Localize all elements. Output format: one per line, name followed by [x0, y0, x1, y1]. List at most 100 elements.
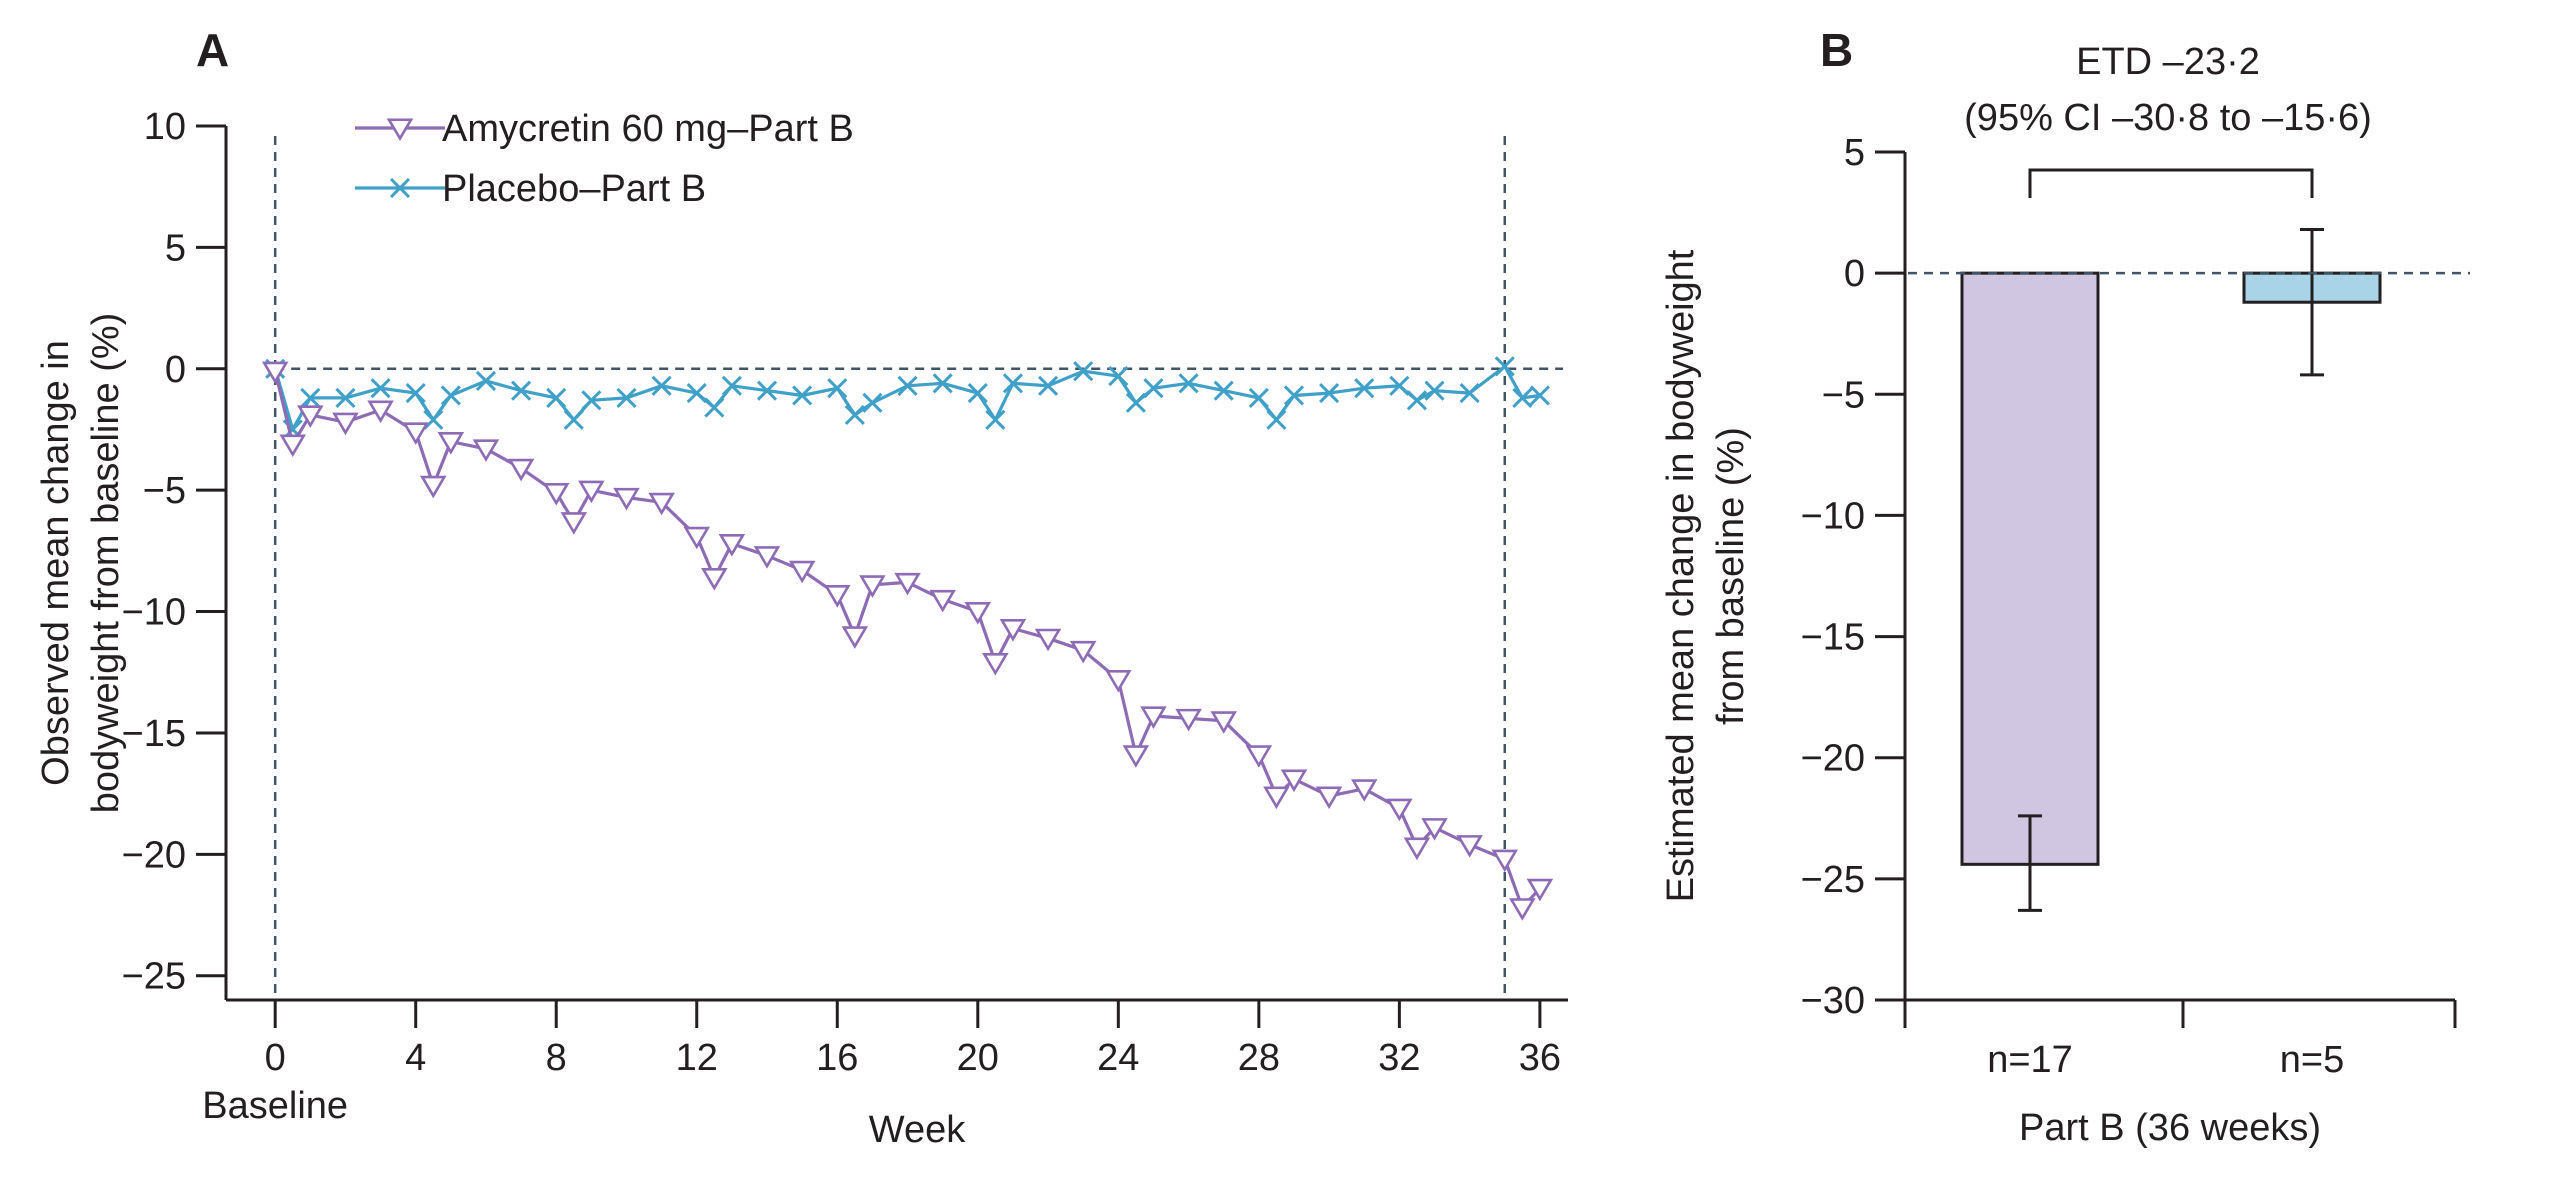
data-point — [1491, 849, 1519, 873]
data-point — [1073, 361, 1094, 382]
data-point — [999, 619, 1027, 642]
y-tick-label: −25 — [122, 956, 186, 998]
data-point — [367, 400, 394, 424]
data-point — [472, 439, 500, 462]
data-point — [542, 483, 570, 506]
data-point — [1403, 837, 1431, 861]
data-point — [894, 572, 921, 596]
comparison-bracket — [2028, 168, 2314, 198]
data-point — [841, 626, 869, 649]
data-point — [1108, 366, 1129, 387]
y-tick-label: 0 — [1844, 253, 1865, 295]
data-point — [261, 361, 289, 385]
data-point — [1424, 380, 1445, 401]
panel-a: A 10 5 0 −5 −10 −15 −20 −25 0 4 8 12 16 20 24 28 32 36 Bas… — [35, 24, 1568, 1151]
data-point — [1354, 378, 1375, 399]
data-point — [1069, 640, 1097, 664]
data-point — [507, 458, 535, 482]
data-point — [437, 432, 465, 455]
data-point — [686, 382, 707, 404]
data-point — [721, 375, 742, 396]
data-point — [1213, 380, 1234, 401]
x-category-label: n=5 — [2280, 1039, 2344, 1081]
x-tick-label: 28 — [1238, 1037, 1280, 1079]
data-point — [824, 585, 851, 608]
data-point — [419, 475, 447, 499]
data-point — [1263, 786, 1290, 810]
data-point — [683, 526, 711, 550]
data-point — [1210, 711, 1237, 734]
data-point — [405, 382, 426, 404]
legend: Amycretin 60 mg–Part B Placebo–Part B — [355, 108, 854, 210]
data-point — [613, 487, 640, 511]
x-tick-label: 20 — [957, 1037, 999, 1079]
panel-b: B 5 0 −5 −10 −15 −20 −25 −30 Estimated mean chan… — [1660, 24, 2470, 1149]
x-tick-label: 4 — [405, 1037, 426, 1079]
data-point — [897, 375, 918, 396]
legend-marker — [389, 177, 411, 199]
x-tick-label: 24 — [1097, 1037, 1139, 1079]
series-line — [273, 370, 1542, 910]
data-point — [335, 387, 356, 408]
x-tick-label: 12 — [676, 1037, 718, 1079]
data-point — [1245, 745, 1273, 768]
data-point — [1143, 378, 1164, 399]
data-point — [1315, 786, 1343, 810]
data-point — [581, 390, 602, 411]
annotation-etd: ETD –23·2 — [2076, 41, 2260, 83]
data-point — [1350, 779, 1378, 802]
data-point — [616, 387, 637, 408]
data-point — [964, 602, 992, 625]
y-axis-title-line-2: from baseline (%) — [1710, 427, 1752, 725]
panel-a-letter: A — [196, 24, 229, 76]
x-tick-label: 36 — [1519, 1037, 1561, 1079]
data-point — [332, 412, 359, 436]
data-point — [440, 385, 461, 406]
data-point — [648, 492, 675, 516]
data-point — [756, 380, 778, 401]
panel-b-letter: B — [1820, 24, 1853, 76]
data-point — [788, 560, 816, 584]
y-tick-label: −25 — [1801, 859, 1865, 901]
data-point — [1386, 798, 1413, 822]
data-point — [423, 409, 444, 430]
data-point — [1389, 375, 1410, 396]
y-tick-label: −20 — [1801, 738, 1865, 780]
data-point — [1459, 382, 1480, 404]
y-tick-label: 0 — [165, 349, 186, 391]
y-tick-label: −10 — [122, 592, 186, 634]
data-point — [1140, 706, 1167, 729]
data-point — [1002, 373, 1023, 394]
data-point — [1266, 409, 1287, 430]
y-axis-title-line-2: bodyweight from baseline (%) — [85, 313, 127, 814]
y-tick-label: 10 — [144, 106, 186, 148]
data-point — [844, 404, 865, 425]
data-point — [475, 370, 497, 391]
series-placebo — [265, 356, 1550, 440]
y-tick-label: −30 — [1801, 980, 1865, 1022]
data-point — [1034, 628, 1062, 652]
x-tick-label: 32 — [1378, 1037, 1420, 1079]
data-point — [1406, 390, 1428, 411]
data-point — [546, 387, 567, 408]
data-point — [1529, 385, 1550, 406]
data-point — [297, 405, 324, 428]
data-point — [1319, 382, 1340, 404]
data-point — [701, 568, 728, 591]
data-point — [1105, 669, 1132, 693]
annotation-ci: (95% CI –30·8 to –15·6) — [1964, 97, 2372, 139]
data-point — [967, 382, 988, 404]
data-point — [1494, 356, 1515, 377]
data-point — [792, 385, 813, 406]
x-tick-label: 16 — [816, 1037, 858, 1079]
y-tick-label: −5 — [143, 470, 186, 512]
y-tick-label: −15 — [122, 713, 186, 755]
data-point — [859, 575, 886, 598]
data-point — [511, 380, 532, 401]
data-point — [1122, 745, 1150, 768]
y-tick-label: −5 — [1822, 374, 1865, 416]
legend-marker — [386, 118, 414, 142]
legend-label: Amycretin 60 mg–Part B — [442, 108, 854, 150]
data-point — [563, 409, 584, 430]
x-tick-label: 0 — [265, 1037, 286, 1079]
